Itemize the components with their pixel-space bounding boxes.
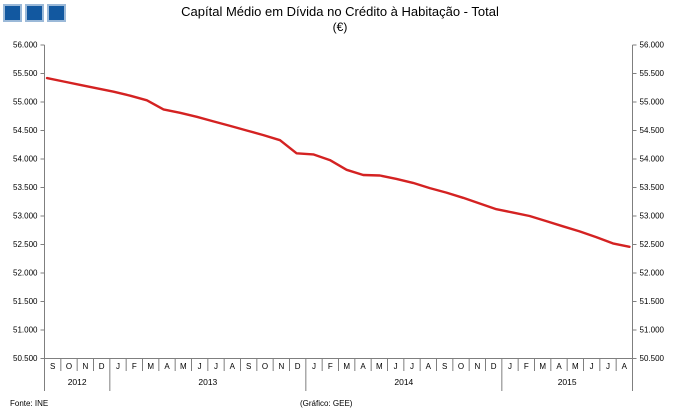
y-axis-label-left: 54.500 xyxy=(13,126,38,135)
x-axis-month-label: A xyxy=(164,362,170,371)
x-axis-month-label: A xyxy=(230,362,236,371)
logo-square xyxy=(3,4,22,22)
x-axis-year-label: 2012 xyxy=(68,377,87,387)
x-axis-month-label: J xyxy=(394,362,398,371)
title-block: Capítal Médio em Dívida no Crédito à Hab… xyxy=(0,4,680,35)
y-axis-label-right: 51.000 xyxy=(640,326,665,335)
x-axis-month-label: M xyxy=(376,362,383,371)
x-axis-month-label: O xyxy=(458,362,464,371)
source-note: Fonte: INE xyxy=(10,399,49,408)
logo xyxy=(3,4,66,22)
y-axis-label-right: 53.000 xyxy=(640,212,665,221)
y-axis-label-left: 51.000 xyxy=(13,326,38,335)
x-axis-month-label: A xyxy=(622,362,628,371)
y-axis-label-right: 54.500 xyxy=(640,126,665,135)
x-axis-month-label: N xyxy=(474,362,480,371)
x-axis-year-label: 2014 xyxy=(394,377,413,387)
x-axis-month-label: S xyxy=(50,362,55,371)
y-axis-label-right: 53.500 xyxy=(640,183,665,192)
y-axis-label-right: 55.000 xyxy=(640,98,665,107)
logo-square xyxy=(47,4,66,22)
x-axis-month-label: M xyxy=(539,362,546,371)
x-axis-month-label: F xyxy=(132,362,137,371)
x-axis-month-label: F xyxy=(328,362,333,371)
chart-subtitle: (€) xyxy=(332,20,348,35)
x-axis-month-label: F xyxy=(524,362,529,371)
x-axis-month-label: M xyxy=(572,362,579,371)
y-axis-label-left: 55.000 xyxy=(13,98,38,107)
x-axis-month-label: M xyxy=(180,362,187,371)
x-axis-year-label: 2015 xyxy=(558,377,577,387)
x-axis-month-label: M xyxy=(147,362,154,371)
y-axis-label-right: 52.500 xyxy=(640,240,665,249)
y-axis-label-right: 50.500 xyxy=(640,354,665,363)
x-axis-month-label: J xyxy=(508,362,512,371)
x-axis-month-label: N xyxy=(278,362,284,371)
y-axis-label-left: 56.000 xyxy=(13,41,38,50)
y-axis-label-left: 54.000 xyxy=(13,155,38,164)
x-axis-month-label: A xyxy=(426,362,432,371)
y-axis-label-left: 52.000 xyxy=(13,269,38,278)
x-axis-month-label: D xyxy=(295,362,301,371)
x-axis-month-label: J xyxy=(116,362,120,371)
y-axis-label-left: 53.000 xyxy=(13,212,38,221)
y-axis-label-right: 56.000 xyxy=(640,41,665,50)
chart-title: Capítal Médio em Dívida no Crédito à Hab… xyxy=(181,4,499,19)
credit-note: (Gráfico: GEE) xyxy=(300,399,353,408)
y-axis-label-right: 55.500 xyxy=(640,69,665,78)
x-axis-month-label: D xyxy=(491,362,497,371)
logo-square xyxy=(25,4,44,22)
x-axis-month-label: J xyxy=(606,362,610,371)
x-axis-month-label: J xyxy=(590,362,594,371)
y-axis-label-left: 53.500 xyxy=(13,183,38,192)
y-axis-label-right: 54.000 xyxy=(640,155,665,164)
x-axis-month-label: J xyxy=(198,362,202,371)
x-axis-month-label: S xyxy=(442,362,447,371)
y-axis-label-right: 51.500 xyxy=(640,297,665,306)
x-axis-month-label: J xyxy=(410,362,414,371)
y-axis-label-left: 55.500 xyxy=(13,69,38,78)
y-axis-label-left: 52.500 xyxy=(13,240,38,249)
y-axis-label-left: 51.500 xyxy=(13,297,38,306)
y-axis-label-right: 52.000 xyxy=(640,269,665,278)
x-axis-month-label: D xyxy=(99,362,105,371)
x-axis-month-label: J xyxy=(312,362,316,371)
x-axis-month-label: O xyxy=(262,362,268,371)
x-axis-month-label: J xyxy=(214,362,218,371)
x-axis-month-label: S xyxy=(246,362,251,371)
data-line-series xyxy=(45,76,631,249)
x-axis-month-label: A xyxy=(360,362,366,371)
x-axis-month-label: N xyxy=(82,362,88,371)
x-axis-month-label: O xyxy=(66,362,72,371)
x-axis-month-label: A xyxy=(556,362,562,371)
y-axis-label-left: 50.500 xyxy=(13,354,38,363)
x-axis-month-label: M xyxy=(343,362,350,371)
x-axis-year-label: 2013 xyxy=(198,377,217,387)
